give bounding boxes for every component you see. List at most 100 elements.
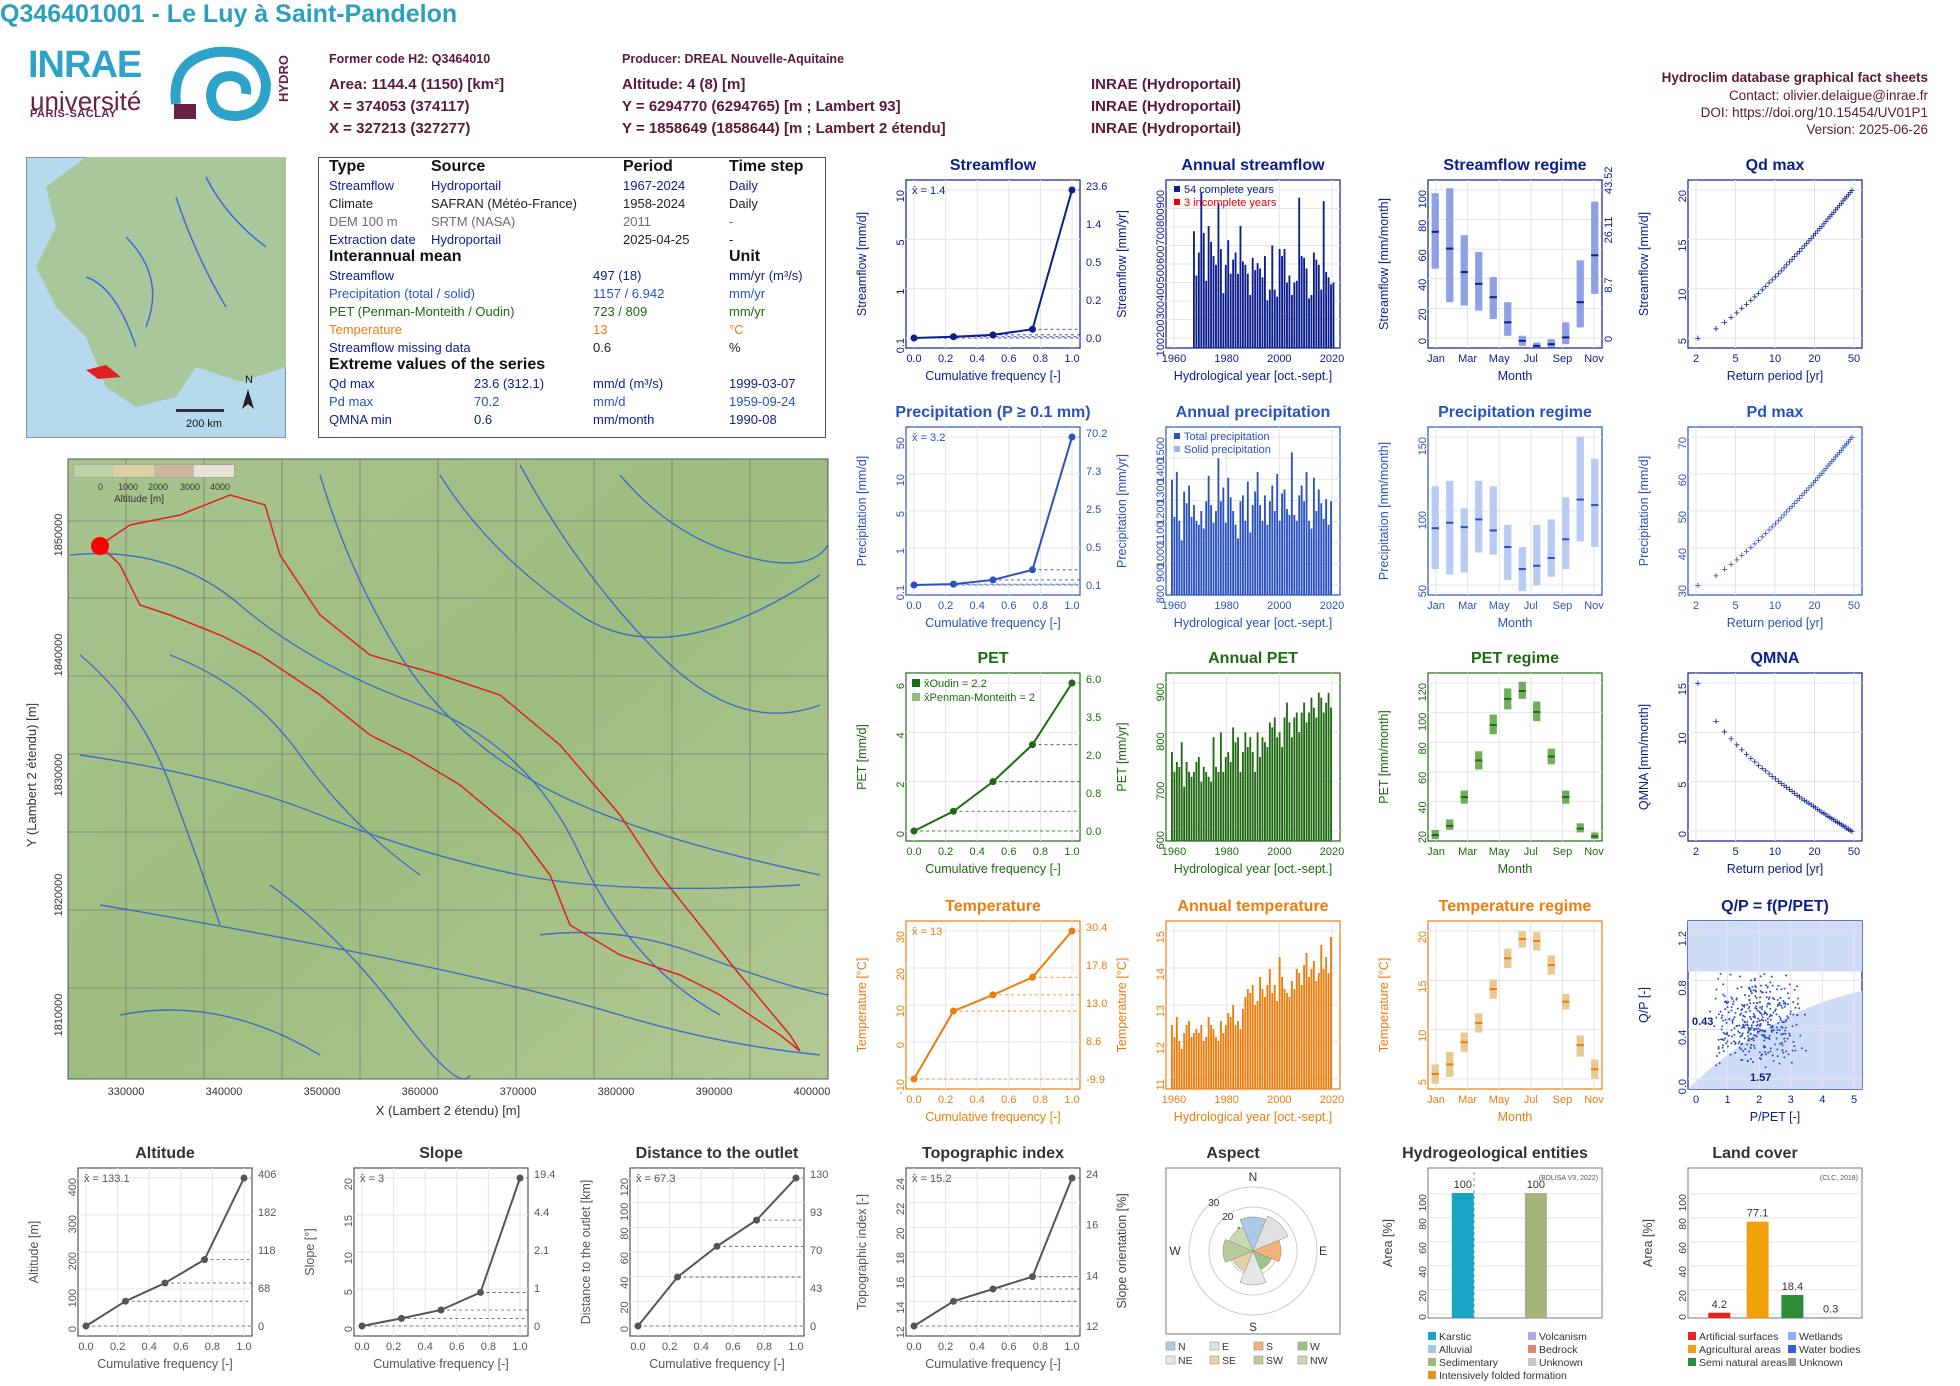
qd_max-xtick: 10 bbox=[1769, 353, 1781, 365]
qmna-point: + bbox=[1755, 760, 1761, 772]
qp_ppet-point bbox=[1725, 1002, 1728, 1005]
landcover-chart: Land cover Area [%] (CLC, 2018) 0 20 40 60 80 10… bbox=[1641, 1145, 1863, 1369]
pet-ylabel: PET [mm/d] bbox=[855, 724, 869, 790]
qmna-point: + bbox=[1775, 776, 1781, 788]
doi-link[interactable]: DOI: https://doi.org/10.15454/UV01P1 bbox=[1700, 105, 1928, 120]
aspect-legend-swatch bbox=[1297, 1341, 1308, 1351]
annual_precipitation-bar bbox=[1315, 511, 1318, 595]
pd_max-point: + bbox=[1801, 488, 1807, 500]
precipitation-right-label: 2.5 bbox=[1086, 504, 1101, 516]
landcover-ylabel: Area [%] bbox=[1641, 1219, 1655, 1267]
annual_streamflow-chart: Annual streamflow Hydrological year [oct.… bbox=[1115, 157, 1344, 383]
altitude-right-label: 406 bbox=[258, 1169, 276, 1181]
qp_ppet-point bbox=[1717, 1013, 1720, 1016]
precipitation_regime-box bbox=[1504, 524, 1512, 581]
pd_max-point: + bbox=[1847, 434, 1853, 446]
streamflow-ytick: 5 bbox=[895, 239, 907, 245]
annual_streamflow-ytick: 300 bbox=[1155, 301, 1167, 319]
qp_ppet-point bbox=[1726, 1033, 1729, 1036]
annual_precipitation-legend-swatch bbox=[1174, 446, 1180, 452]
qp_ppet-point bbox=[1752, 1034, 1755, 1037]
qp_ppet-point bbox=[1722, 993, 1725, 996]
annual_temperature-bar bbox=[1229, 1017, 1232, 1089]
annual_pet-bar bbox=[1244, 732, 1247, 841]
qp_ppet-point bbox=[1714, 997, 1717, 1000]
landcover-ytick: 0 bbox=[1677, 1314, 1689, 1320]
landcover-ytick: 80 bbox=[1677, 1218, 1689, 1230]
qp_ppet-point bbox=[1756, 1030, 1759, 1033]
precipitation-xtick: 0.8 bbox=[1033, 600, 1048, 612]
annual_temperature-bar bbox=[1261, 989, 1264, 1089]
annual_pet-bar bbox=[1317, 692, 1320, 841]
qp_ppet-point bbox=[1717, 1047, 1720, 1050]
svg-text:330000: 330000 bbox=[108, 1086, 145, 1098]
qp_ppet-point bbox=[1768, 1023, 1771, 1026]
contact[interactable]: Contact: olivier.delaigue@inrae.fr bbox=[1728, 88, 1928, 103]
annual_temperature-bar bbox=[1317, 973, 1320, 1089]
svg-text:3000: 3000 bbox=[180, 482, 200, 492]
qmna-point: + bbox=[1814, 804, 1820, 816]
annual_pet-bar bbox=[1202, 766, 1205, 841]
qmna-point: + bbox=[1810, 801, 1816, 813]
qmna-point: + bbox=[1825, 811, 1831, 823]
altitude-legend: 0 1000 2000 3000 4000 Altitude [m] bbox=[73, 464, 235, 505]
annual_precipitation-bar bbox=[1320, 503, 1323, 595]
pd_max-point: + bbox=[1775, 515, 1781, 527]
annual_streamflow-ytick: 600 bbox=[1155, 246, 1167, 264]
qd_max-point: + bbox=[1743, 299, 1749, 311]
pet-legend-swatch bbox=[912, 693, 920, 701]
aspect-legend-label: SW bbox=[1266, 1355, 1283, 1367]
annual_precipitation-bar bbox=[1325, 499, 1328, 595]
annual_pet-bar bbox=[1310, 697, 1313, 841]
qp_ppet-point bbox=[1786, 1015, 1789, 1018]
qp_ppet-point bbox=[1720, 1016, 1723, 1019]
qp_ppet-point bbox=[1715, 1054, 1718, 1057]
pd_max-point: + bbox=[1836, 447, 1842, 459]
qd_max-xtick: 2 bbox=[1693, 353, 1699, 365]
qp_ppet-point bbox=[1755, 997, 1758, 999]
distance-xlabel: Cumulative frequency [-] bbox=[649, 1357, 784, 1371]
annual_precipitation-bar bbox=[1212, 522, 1215, 595]
landcover-ytick: 100 bbox=[1677, 1194, 1689, 1212]
pd_max-point: + bbox=[1752, 538, 1758, 550]
qd_max-point: + bbox=[1801, 241, 1807, 253]
pd_max-point: + bbox=[1799, 490, 1805, 502]
hydrogeo-ylabel: Area [%] bbox=[1381, 1219, 1395, 1267]
altitude-point bbox=[201, 1256, 208, 1264]
qp_ppet-point bbox=[1787, 997, 1790, 1000]
qp_ppet-point bbox=[1779, 1017, 1782, 1020]
qp_ppet-point bbox=[1747, 1007, 1750, 1010]
qp_ppet-point bbox=[1718, 1062, 1721, 1065]
qp_ppet-point bbox=[1756, 1009, 1759, 1012]
slope-point bbox=[437, 1306, 445, 1314]
qd_max-point: + bbox=[1786, 257, 1792, 269]
annual_pet-bar bbox=[1200, 781, 1203, 841]
qp_ppet-point bbox=[1777, 984, 1780, 987]
qp_ppet-point bbox=[1751, 1061, 1754, 1064]
svg-text:1850000: 1850000 bbox=[53, 514, 65, 557]
pet-chart: PET Cumulative frequency [-] PET [mm/d] 0.0… bbox=[855, 650, 1101, 876]
qd_max-point: + bbox=[1829, 209, 1835, 221]
topo_index-ytick: 20 bbox=[895, 1227, 907, 1239]
hydrogeo-ytick: 100 bbox=[1417, 1194, 1429, 1212]
annual_precipitation-bar bbox=[1180, 540, 1183, 595]
annual_temperature-bar bbox=[1278, 957, 1281, 1089]
landcover-legend-swatch bbox=[1688, 1358, 1696, 1366]
streamflow-ytick: 0.1 bbox=[895, 338, 907, 353]
qp_ppet-point bbox=[1743, 1020, 1746, 1023]
slope-xtick: 1.0 bbox=[512, 1341, 527, 1353]
precipitation-right-label: 7.3 bbox=[1086, 466, 1101, 478]
hydrogeo-legend-label: Unknown bbox=[1539, 1357, 1583, 1369]
precipitation-xtick: 0.0 bbox=[906, 600, 921, 612]
qp_ppet-point bbox=[1740, 1059, 1743, 1062]
annual_temperature-bar bbox=[1246, 989, 1249, 1089]
qp_ppet-point bbox=[1783, 987, 1786, 990]
streamflow_regime-xtick: May bbox=[1489, 353, 1510, 365]
svg-text:340000: 340000 bbox=[206, 1086, 243, 1098]
temperature_regime-xtick: Nov bbox=[1584, 1094, 1604, 1106]
annual_pet-bar bbox=[1207, 776, 1210, 841]
annual_precipitation-bar bbox=[1322, 518, 1325, 595]
precipitation_regime-chart: Precipitation regime Month Precipitation [… bbox=[1377, 404, 1604, 630]
qp_ppet-point bbox=[1743, 1003, 1746, 1006]
hydrogeo-legend-label: Intensively folded formation bbox=[1439, 1370, 1567, 1382]
